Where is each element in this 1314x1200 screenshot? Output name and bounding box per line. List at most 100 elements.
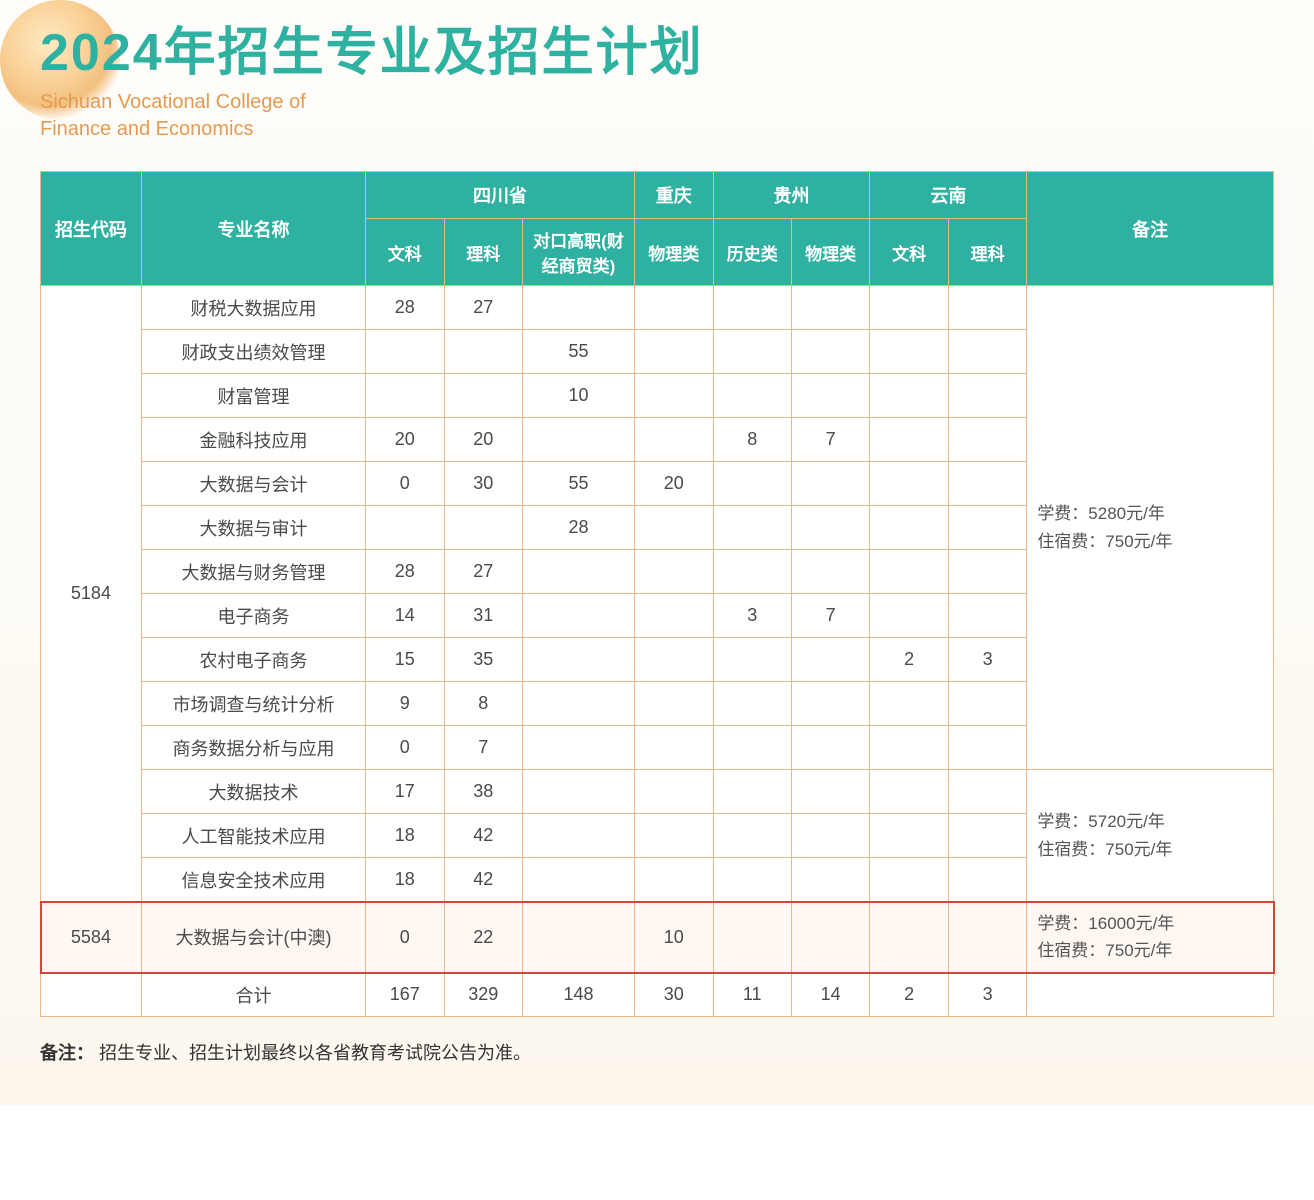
cell-remark: 学费：16000元/年 住宿费：750元/年 [1027,902,1274,973]
th-sc-wen: 文科 [366,219,444,286]
cell [444,330,522,374]
cell: 30 [635,973,713,1017]
cell [444,506,522,550]
subtitle-line1: Sichuan Vocational College of [40,91,306,113]
cell [791,286,869,330]
th-chongqing: 重庆 [635,172,713,219]
cell [713,858,791,902]
table-wrap: 招生代码 专业名称 四川省 重庆 贵州 云南 备注 文科 理科 对口高职(财经商… [0,151,1314,1027]
cell: 27 [444,550,522,594]
cell: 8 [444,682,522,726]
cell [713,682,791,726]
table-row: 大数据技术 17 38 学费：5720元/年 住宿费：750元/年 [41,770,1274,814]
cell [635,638,713,682]
cell [366,330,444,374]
cell: 28 [366,550,444,594]
cell [522,638,634,682]
cell: 20 [635,462,713,506]
cell: 30 [444,462,522,506]
cell: 3 [948,638,1026,682]
table-row-highlight: 5584 大数据与会计(中澳) 0 22 10 学费：16000元/年 住宿费：… [41,902,1274,973]
cell-major: 市场调查与统计分析 [141,682,365,726]
cell [713,462,791,506]
cell: 148 [522,973,634,1017]
cell-code: 5184 [41,286,142,902]
cell: 55 [522,330,634,374]
th-major: 专业名称 [141,172,365,286]
header: 2024年招生专业及招生计划 Sichuan Vocational Colleg… [0,0,1314,151]
cell: 2 [870,638,948,682]
cell: 0 [366,726,444,770]
cell [791,462,869,506]
cell: 11 [713,973,791,1017]
cell-code: 5584 [41,902,142,973]
cell: 167 [366,973,444,1017]
cell [713,506,791,550]
cell: 10 [522,374,634,418]
cell [791,682,869,726]
cell [948,770,1026,814]
cell [635,506,713,550]
cell [522,858,634,902]
cell-major: 人工智能技术应用 [141,814,365,858]
cell [522,594,634,638]
cell-major: 大数据技术 [141,770,365,814]
cell [522,418,634,462]
cell [870,286,948,330]
cell [713,374,791,418]
cell [522,770,634,814]
cell [791,550,869,594]
th-gz-phy: 物理类 [791,219,869,286]
cell: 31 [444,594,522,638]
cell [522,902,634,973]
cell [948,594,1026,638]
cell [713,550,791,594]
cell [870,418,948,462]
cell: 17 [366,770,444,814]
cell [791,814,869,858]
cell: 7 [444,726,522,770]
cell-major: 商务数据分析与应用 [141,726,365,770]
cell [948,858,1026,902]
remark-line: 学费：5720元/年 [1037,812,1165,831]
remark-line: 住宿费：750元/年 [1037,840,1172,859]
cell: 35 [444,638,522,682]
cell: 3 [713,594,791,638]
cell: 3 [948,973,1026,1017]
cell [870,814,948,858]
cell [870,550,948,594]
cell [522,682,634,726]
th-yn-li: 理科 [948,219,1026,286]
cell [713,902,791,973]
cell [870,902,948,973]
cell [870,594,948,638]
cell [444,374,522,418]
cell [948,550,1026,594]
cell [366,374,444,418]
footnote-text: 招生专业、招生计划最终以各省教育考试院公告为准。 [99,1043,531,1063]
cell-code [41,973,142,1017]
cell [635,726,713,770]
cell [713,286,791,330]
cell [635,330,713,374]
cell: 20 [444,418,522,462]
table-head: 招生代码 专业名称 四川省 重庆 贵州 云南 备注 文科 理科 对口高职(财经商… [41,172,1274,286]
cell [522,550,634,594]
cell [791,726,869,770]
cell-major: 大数据与会计 [141,462,365,506]
cell [791,330,869,374]
page-title: 2024年招生专业及招生计划 [40,10,1274,85]
cell [713,330,791,374]
th-yunnan: 云南 [870,172,1027,219]
page: 2024年招生专业及招生计划 Sichuan Vocational Colleg… [0,0,1314,1105]
cell [791,374,869,418]
table-body: 5184 财税大数据应用 28 27 学费：5280元/年 住宿费：750元/年 [41,286,1274,1017]
cell: 0 [366,462,444,506]
cell-remark: 学费：5720元/年 住宿费：750元/年 [1027,770,1274,902]
cell [791,506,869,550]
cell [870,462,948,506]
cell [870,770,948,814]
cell: 28 [522,506,634,550]
cell: 20 [366,418,444,462]
th-remark: 备注 [1027,172,1274,286]
